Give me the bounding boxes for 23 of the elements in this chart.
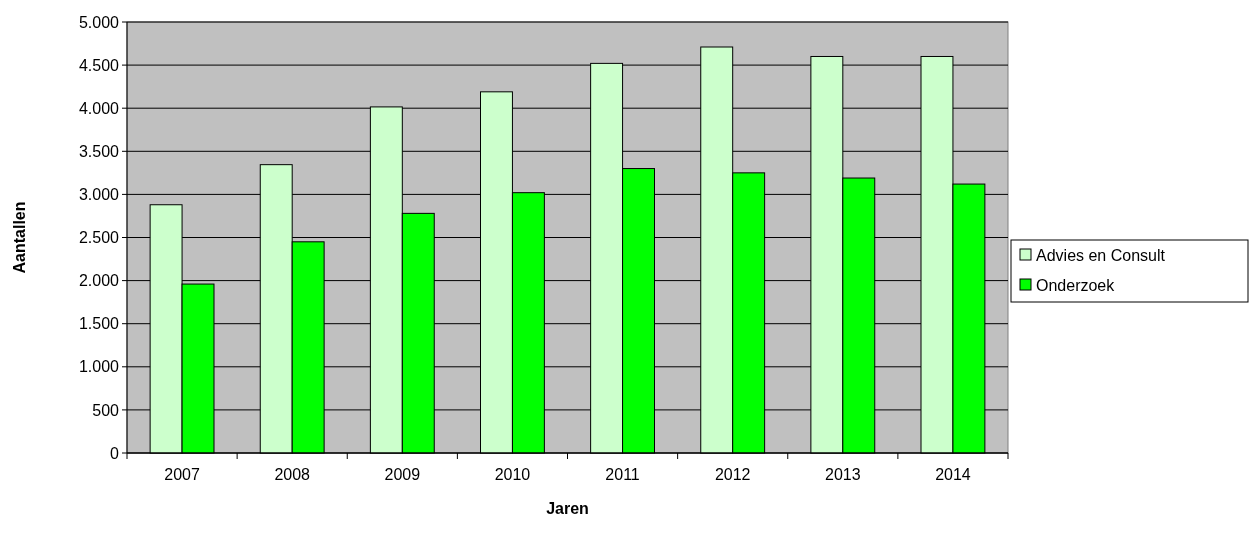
x-tick-label: 2014 — [935, 466, 971, 483]
x-tick-label: 2013 — [825, 466, 861, 483]
legend-label: Advies en Consult — [1036, 246, 1166, 264]
y-axis-title: Aantallen — [11, 201, 28, 274]
y-tick-label: 1.000 — [78, 358, 120, 376]
y-tick-label: 3.000 — [78, 186, 120, 203]
legend-label: Onderzoek — [1036, 276, 1116, 294]
x-tick-label: 2011 — [605, 466, 640, 483]
y-tick-label: 4.000 — [78, 99, 120, 117]
y-tick-label: 3.500 — [78, 142, 120, 160]
y-tick-label: 2.500 — [78, 229, 120, 247]
y-tick-label: 5.000 — [78, 13, 120, 31]
y-tick-label: 0 — [110, 444, 120, 462]
x-axis-title: Jaren — [546, 500, 589, 517]
x-tick-label: 2010 — [494, 466, 531, 483]
x-tick-label: 2012 — [714, 466, 751, 483]
y-tick-label: 1.500 — [78, 315, 120, 333]
y-tick-label: 500 — [92, 401, 120, 419]
x-tick-label: 2009 — [384, 466, 421, 483]
y-tick-label: 2.000 — [78, 272, 120, 290]
y-tick-label: 4.500 — [78, 56, 120, 74]
x-tick-label: 2008 — [274, 466, 311, 483]
x-tick-label: 2007 — [164, 466, 200, 483]
